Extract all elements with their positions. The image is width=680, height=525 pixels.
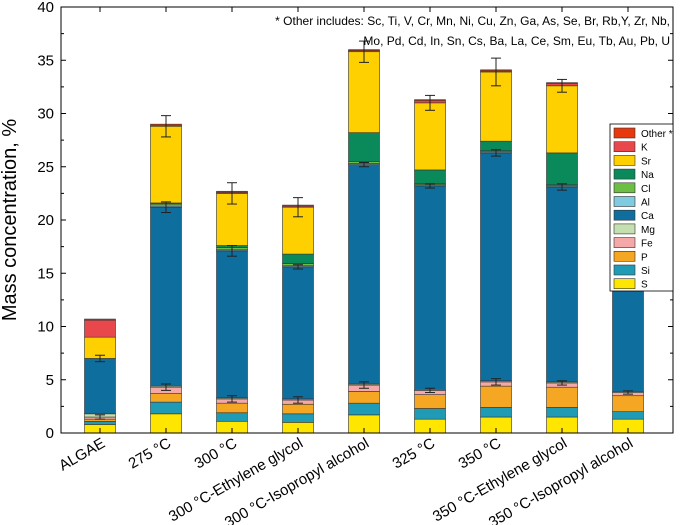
y-tick-label: 10 [37,319,54,336]
bar-segment-sr [546,85,578,154]
legend-swatch [613,223,636,235]
legend-swatch [613,196,636,207]
legend-swatch [613,209,636,221]
legend-swatch [613,182,636,194]
bar-segment-ca [216,250,248,399]
bar-segment-other [84,318,116,321]
bar-segment-si [282,413,314,423]
legend-label: Fe [641,239,653,250]
annotation-line-2: Mo, Pd, Cd, In, Sn, Cs, Ba, La, Ce, Sm, … [363,34,670,48]
bar-segment-p [282,403,314,415]
legend-swatch [613,264,636,276]
bar-segment-si [414,408,446,420]
bar-segment-si [546,407,578,418]
y-tick-label: 5 [46,372,54,389]
bar-segment-ca [282,266,314,400]
legend-label: Cl [641,184,650,195]
legend-swatch [613,141,636,152]
bar-segment-p [480,385,512,408]
bar-segment-si [216,412,248,422]
bar-segment-si [84,420,116,425]
bar-segment-sr [480,71,512,142]
bar-segment-p [414,394,446,409]
bar-segment-ca [546,186,578,383]
bar-segment-na [546,152,578,186]
y-tick-label: 25 [37,159,54,176]
legend-label: Other * [641,129,673,140]
bar-segment-p [612,395,644,413]
bar-segment-si [612,411,644,420]
bar-segment-sr [348,51,380,133]
x-tick-label: 300 °C [192,435,241,473]
x-tick-label: 350 °C [456,435,505,473]
bar-segment-k [84,319,116,338]
legend-label: Na [641,170,654,181]
legend-label: S [641,280,648,291]
bar-segment-sr [414,102,446,171]
error-bars [95,40,633,420]
bar-segment-p [546,386,578,408]
x-tick-label: ALGAE [56,435,108,475]
legend-swatch [613,155,636,166]
bar-segment-p [216,402,248,414]
y-axis-ticks: 0 5 10 15 20 25 30 35 40 [37,0,673,442]
legend-label: P [641,252,648,263]
legend: Other * K Sr Na Cl Al Ca Mg Fe P Si S [609,123,674,292]
legend-label: Si [641,266,650,277]
y-tick-label: 20 [37,212,54,229]
bar-segment-ca [150,206,182,387]
bar-segment-p [150,393,182,403]
legend-swatch [613,237,636,248]
y-tick-label: 30 [37,106,54,123]
legend-swatch [613,127,636,139]
y-tick-label: 0 [46,425,54,442]
legend-swatch [613,278,636,290]
legend-label: Al [641,198,650,209]
bar-segment-na [348,132,380,162]
y-tick-label: 40 [37,0,54,16]
bar-segment-ca [480,152,512,382]
bar-segment-ca [84,358,116,415]
x-tick-label: 275 °C [126,435,175,473]
y-tick-label: 15 [37,265,54,282]
legend-swatch [613,168,636,180]
bar-segment-p [348,391,380,404]
bar-segment-ca [414,185,446,390]
bar-segment-si [348,402,380,416]
bars [84,49,644,434]
y-axis-label: Mass concentration, % [0,119,21,322]
legend-label: K [641,143,648,154]
bar-segment-na [414,169,446,185]
bar-segment-ca [348,164,380,385]
legend-label: Mg [641,225,655,236]
legend-label: Ca [641,211,654,222]
bar-segment-na [282,253,314,264]
bar-segment-si [480,407,512,418]
legend-label: Sr [641,156,652,167]
bar-segment-si [150,401,182,415]
y-tick-label: 35 [37,52,54,69]
annotation-line-1: * Other includes: Sc, Ti, V, Cr, Mn, Ni,… [275,14,670,28]
bar-segment-sr [150,125,182,204]
legend-swatch [613,251,636,262]
x-tick-label: 325 °C [390,435,439,473]
